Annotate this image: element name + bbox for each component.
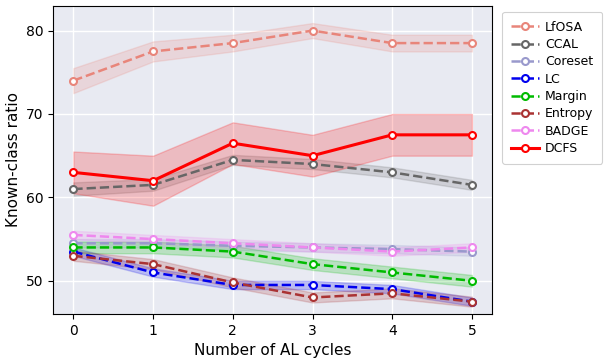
Coreset — [150, 241, 157, 245]
Line: Margin: Margin — [70, 244, 475, 284]
CCAL — [389, 170, 396, 175]
BADGE — [150, 237, 157, 241]
Line: LfOSA: LfOSA — [70, 27, 475, 84]
Line: Coreset: Coreset — [70, 240, 475, 255]
CCAL — [229, 158, 237, 162]
CCAL — [468, 183, 475, 187]
LfOSA — [150, 49, 157, 54]
Line: DCFS: DCFS — [70, 131, 475, 184]
Y-axis label: Known-class ratio: Known-class ratio — [5, 92, 21, 228]
Entropy — [309, 295, 316, 300]
Coreset — [389, 247, 396, 251]
Entropy — [70, 254, 77, 258]
LC — [150, 270, 157, 275]
Margin — [309, 262, 316, 266]
BADGE — [389, 249, 396, 254]
X-axis label: Number of AL cycles: Number of AL cycles — [194, 344, 351, 359]
Margin — [150, 245, 157, 250]
Coreset — [229, 244, 237, 248]
Coreset — [70, 241, 77, 245]
Entropy — [468, 300, 475, 304]
Entropy — [150, 262, 157, 266]
DCFS — [150, 178, 157, 183]
BADGE — [309, 245, 316, 250]
DCFS — [468, 132, 475, 137]
Coreset — [309, 245, 316, 250]
BADGE — [70, 233, 77, 237]
LC — [70, 249, 77, 254]
Line: BADGE: BADGE — [70, 232, 475, 255]
CCAL — [150, 183, 157, 187]
Coreset — [468, 249, 475, 254]
DCFS — [389, 132, 396, 137]
LfOSA — [389, 41, 396, 45]
Entropy — [229, 280, 237, 285]
LfOSA — [70, 78, 77, 83]
LC — [229, 283, 237, 287]
DCFS — [70, 170, 77, 175]
Margin — [468, 278, 475, 283]
DCFS — [309, 154, 316, 158]
Margin — [389, 270, 396, 275]
Legend: LfOSA, CCAL, Coreset, LC, Margin, Entropy, BADGE, DCFS: LfOSA, CCAL, Coreset, LC, Margin, Entrop… — [502, 12, 602, 164]
Margin — [229, 249, 237, 254]
DCFS — [229, 141, 237, 145]
LfOSA — [309, 28, 316, 33]
BADGE — [468, 245, 475, 250]
LfOSA — [468, 41, 475, 45]
LC — [468, 300, 475, 304]
Line: LC: LC — [70, 248, 475, 305]
LC — [389, 287, 396, 291]
CCAL — [309, 162, 316, 166]
BADGE — [229, 241, 237, 245]
Entropy — [389, 291, 396, 296]
Line: Entropy: Entropy — [70, 252, 475, 305]
LC — [309, 283, 316, 287]
Line: CCAL: CCAL — [70, 157, 475, 193]
CCAL — [70, 187, 77, 191]
Margin — [70, 245, 77, 250]
LfOSA — [229, 41, 237, 45]
